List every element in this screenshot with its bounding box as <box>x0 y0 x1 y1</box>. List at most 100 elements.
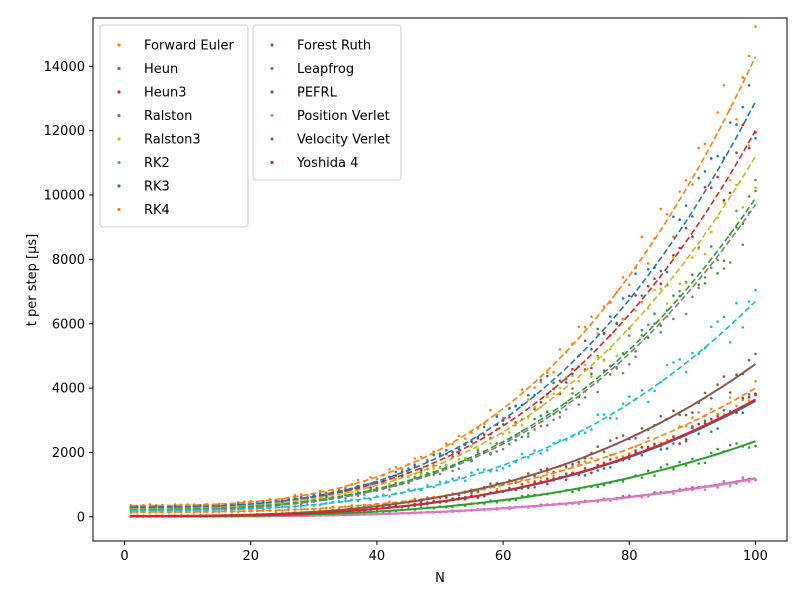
y-tick-label: 0 <box>77 510 85 525</box>
legend-label: Velocity Verlet <box>297 133 390 148</box>
data-point <box>583 396 587 399</box>
data-point <box>476 447 480 451</box>
data-point <box>482 425 486 429</box>
y-tick-label: 6000 <box>52 317 85 332</box>
data-point <box>470 445 473 448</box>
data-point <box>741 411 745 415</box>
data-point <box>672 361 675 364</box>
legend-label: Leapfrog <box>297 62 354 77</box>
data-point <box>716 258 719 262</box>
data-point <box>413 457 417 460</box>
data-point <box>388 495 391 498</box>
data-point <box>716 412 719 416</box>
data-point <box>426 459 429 463</box>
data-point <box>621 318 625 321</box>
data-point <box>564 377 568 381</box>
data-point <box>672 255 675 259</box>
data-point <box>722 259 726 263</box>
x-tick-label: 100 <box>743 549 768 564</box>
y-tick-label: 10000 <box>44 189 85 204</box>
data-point <box>476 468 480 472</box>
data-point <box>646 268 650 271</box>
data-point <box>646 445 650 449</box>
data-point <box>451 451 454 454</box>
data-point <box>628 395 631 398</box>
data-point <box>482 433 486 436</box>
data-point <box>445 496 448 499</box>
data-point <box>710 430 713 434</box>
data-point <box>659 331 663 334</box>
data-point <box>590 348 593 351</box>
data-point <box>539 452 543 455</box>
data-point <box>508 431 511 434</box>
data-point <box>684 413 688 417</box>
y-tick-label: 14000 <box>44 60 85 75</box>
data-point <box>609 466 612 469</box>
data-point <box>735 118 738 121</box>
data-point <box>665 438 669 442</box>
data-point <box>546 395 549 399</box>
data-point <box>451 442 454 446</box>
data-point <box>527 432 530 435</box>
data-point <box>154 505 158 508</box>
data-point <box>672 442 675 445</box>
data-point <box>609 416 612 420</box>
data-point <box>615 456 618 459</box>
data-point <box>470 440 473 444</box>
data-point <box>539 468 543 472</box>
data-point <box>388 500 391 504</box>
data-point <box>533 486 536 489</box>
data-point <box>691 416 694 419</box>
data-point <box>388 488 391 491</box>
data-point <box>533 386 536 389</box>
data-point <box>438 466 442 470</box>
data-point <box>583 431 587 435</box>
data-point <box>539 378 543 382</box>
data-point <box>703 185 707 189</box>
fit-line-3 <box>130 204 757 511</box>
data-point <box>539 414 543 418</box>
data-point <box>583 467 587 470</box>
data-point <box>672 435 675 438</box>
legend-label: RK2 <box>144 156 170 171</box>
data-point <box>665 212 669 216</box>
data-point <box>710 266 713 270</box>
data-point <box>710 325 713 329</box>
legend: Forward Euler Heun Heun3 Ralston Ralston3 RK2… <box>99 24 402 228</box>
data-point <box>684 438 688 441</box>
data-point <box>394 474 398 477</box>
legend-marker <box>270 66 274 71</box>
legend-marker <box>117 207 121 212</box>
data-point <box>527 416 530 419</box>
data-point <box>728 121 732 124</box>
data-point <box>672 492 675 496</box>
data-point <box>583 363 587 367</box>
data-point <box>445 463 448 467</box>
data-point <box>710 397 713 400</box>
data-point <box>697 411 700 414</box>
data-point <box>577 460 581 464</box>
data-point <box>489 408 492 412</box>
data-point <box>659 448 663 451</box>
data-point <box>747 393 751 396</box>
data-point <box>463 458 467 462</box>
data-point <box>640 389 644 392</box>
legend-entry: PEFRL <box>270 86 338 101</box>
data-point <box>281 500 284 504</box>
data-point <box>716 447 719 451</box>
data-point <box>558 348 562 351</box>
data-point <box>710 186 713 189</box>
data-point <box>747 358 751 362</box>
data-point <box>697 422 700 426</box>
data-point <box>369 486 372 489</box>
data-point <box>703 142 707 146</box>
data-point <box>482 422 486 426</box>
data-point <box>527 480 530 484</box>
data-point <box>419 467 423 471</box>
data-point <box>621 480 625 483</box>
data-point <box>634 272 637 276</box>
data-point <box>684 281 688 285</box>
legend-marker <box>117 160 121 165</box>
data-point <box>419 473 423 476</box>
